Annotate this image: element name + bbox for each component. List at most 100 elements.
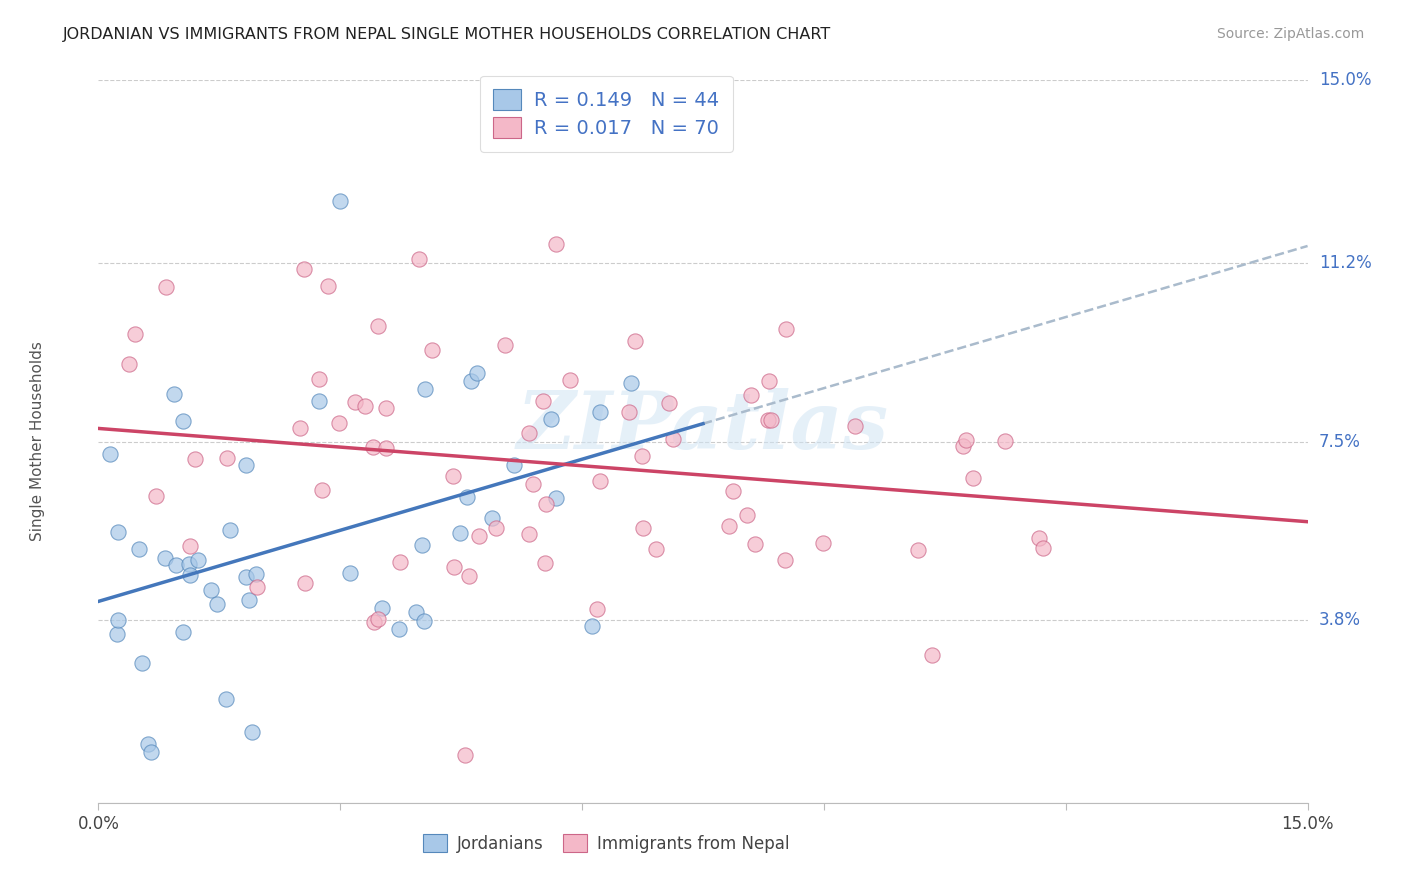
Point <box>98 447 121 461</box>
Point <box>662 432 685 446</box>
Point <box>124 326 146 341</box>
Point <box>588 474 610 488</box>
Point <box>363 615 385 629</box>
Point <box>155 280 177 294</box>
Point <box>449 525 471 540</box>
Point <box>955 433 977 447</box>
Point <box>128 542 150 557</box>
Point <box>179 539 201 553</box>
Point <box>617 405 640 419</box>
Point <box>921 648 943 662</box>
Point <box>658 396 681 410</box>
Point <box>761 413 783 427</box>
Point <box>375 401 398 416</box>
Point <box>328 416 350 430</box>
Point <box>389 555 412 569</box>
Point <box>288 420 311 434</box>
Point <box>531 393 554 408</box>
Point <box>240 725 263 739</box>
Point <box>756 413 779 427</box>
Point <box>145 489 167 503</box>
Point <box>184 451 207 466</box>
Point <box>238 592 260 607</box>
Point <box>172 624 194 639</box>
Point <box>907 543 929 558</box>
Point <box>118 357 141 371</box>
Point <box>187 553 209 567</box>
Point <box>517 425 540 440</box>
Point <box>522 477 544 491</box>
Point <box>441 468 464 483</box>
Point <box>485 520 508 534</box>
Point <box>758 374 780 388</box>
Point <box>235 570 257 584</box>
Point <box>460 374 482 388</box>
Point <box>585 602 607 616</box>
Point <box>339 566 361 580</box>
Point <box>1032 541 1054 555</box>
Point <box>405 605 427 619</box>
Point <box>952 439 974 453</box>
Point <box>465 367 488 381</box>
Point <box>207 597 229 611</box>
Point <box>246 580 269 594</box>
Point <box>494 338 516 352</box>
Text: ZIPatlas: ZIPatlas <box>517 388 889 466</box>
Text: JORDANIAN VS IMMIGRANTS FROM NEPAL SINGLE MOTHER HOUSEHOLDS CORRELATION CHART: JORDANIAN VS IMMIGRANTS FROM NEPAL SINGL… <box>63 27 831 42</box>
Point <box>546 236 568 251</box>
Text: Source: ZipAtlas.com: Source: ZipAtlas.com <box>1216 27 1364 41</box>
Point <box>467 528 489 542</box>
Point <box>962 471 984 485</box>
Point <box>107 524 129 539</box>
Point <box>589 405 612 419</box>
Point <box>153 551 176 566</box>
Point <box>353 399 375 413</box>
Point <box>540 412 562 426</box>
Text: 11.2%: 11.2% <box>1319 254 1371 272</box>
Point <box>367 319 389 334</box>
Point <box>458 569 481 583</box>
Point <box>546 491 568 506</box>
Point <box>308 371 330 385</box>
Text: Single Mother Households: Single Mother Households <box>31 342 45 541</box>
Point <box>718 519 741 533</box>
Point <box>374 442 396 456</box>
Point <box>408 252 430 266</box>
Point <box>215 451 238 466</box>
Point <box>215 691 238 706</box>
Legend: Jordanians, Immigrants from Nepal: Jordanians, Immigrants from Nepal <box>416 828 796 860</box>
Point <box>179 568 201 582</box>
Point <box>200 583 222 598</box>
Point <box>412 614 434 628</box>
Point <box>162 387 184 401</box>
Point <box>534 497 557 511</box>
Point <box>456 490 478 504</box>
Text: 7.5%: 7.5% <box>1319 433 1361 450</box>
Point <box>292 261 315 276</box>
Point <box>631 521 654 535</box>
Point <box>560 373 582 387</box>
Point <box>581 618 603 632</box>
Point <box>371 600 394 615</box>
Text: 15.0%: 15.0% <box>1319 71 1371 89</box>
Point <box>811 536 834 550</box>
Point <box>775 552 797 566</box>
Point <box>136 738 159 752</box>
Point <box>775 321 797 335</box>
Point <box>645 542 668 557</box>
Point <box>517 526 540 541</box>
Point <box>413 382 436 396</box>
Point <box>723 484 745 499</box>
Point <box>443 560 465 574</box>
Point <box>329 194 352 208</box>
Point <box>316 279 339 293</box>
Point <box>454 747 477 762</box>
Point <box>737 508 759 523</box>
Point <box>344 395 367 409</box>
Point <box>533 556 555 570</box>
Point <box>311 483 333 498</box>
Point <box>411 538 433 552</box>
Point <box>308 393 330 408</box>
Point <box>388 622 411 636</box>
Point <box>107 613 129 627</box>
